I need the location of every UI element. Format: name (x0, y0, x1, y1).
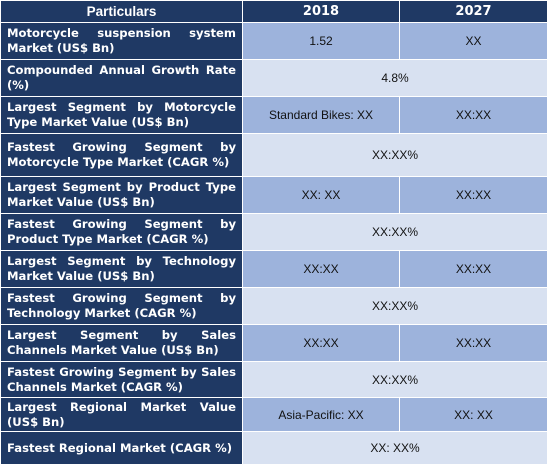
row-label: Fastest Growing Segment by Motorcycle Ty… (0, 133, 243, 177)
value-2018: Asia-Pacific: XX (242, 397, 400, 432)
table-row: Motorcycle suspension system Market (US$… (0, 22, 547, 60)
row-label: Largest Segment by Technology Market Val… (0, 250, 243, 288)
value-2018: 1.52 (242, 22, 400, 60)
merged-value: XX: XX% (242, 431, 547, 465)
value-2027: XX:XX (399, 176, 547, 214)
value-2027: XX: XX (399, 397, 547, 432)
merged-value: XX:XX% (242, 287, 547, 325)
value-2027: XX (399, 22, 547, 60)
row-label: Largest Segment by Motorcycle Type Marke… (0, 96, 243, 134)
header-year-2018: 2018 (242, 0, 400, 23)
table-header-row: Particulars 2018 2027 (0, 0, 547, 23)
row-label: Largest Regional Market Value (US$ Bn) (0, 397, 243, 432)
row-label: Fastest Growing Segment by Technology Ma… (0, 287, 243, 325)
value-2018: XX:XX (242, 250, 400, 288)
table-row: Largest Segment by Product Type Market V… (0, 176, 547, 214)
row-label: Largest Segment by Sales Channels Market… (0, 324, 243, 362)
merged-value: 4.8% (242, 59, 547, 97)
value-2027: XX:XX (399, 250, 547, 288)
table-row: Largest Regional Market Value (US$ Bn) A… (0, 397, 547, 432)
merged-value: XX:XX% (242, 213, 547, 251)
table-row: Largest Segment by Motorcycle Type Marke… (0, 96, 547, 134)
row-label: Motorcycle suspension system Market (US$… (0, 22, 243, 60)
table-row: Largest Segment by Sales Channels Market… (0, 324, 547, 362)
table-row: Fastest Regional Market (CAGR %) XX: XX% (0, 431, 547, 465)
merged-value: XX:XX% (242, 133, 547, 177)
table-row: Fastest Growing Segment by Motorcycle Ty… (0, 133, 547, 177)
merged-value: XX:XX% (242, 361, 547, 398)
table-row: Fastest Growing Segment by Product Type … (0, 213, 547, 251)
value-2018: Standard Bikes: XX (242, 96, 400, 134)
value-2018: XX: XX (242, 176, 400, 214)
value-2027: XX:XX (399, 96, 547, 134)
table-row: Compounded Annual Growth Rate (%) 4.8% (0, 59, 547, 97)
value-2018: XX:XX (242, 324, 400, 362)
header-particulars: Particulars (0, 0, 243, 23)
table-row: Fastest Growing Segment by Sales Channel… (0, 361, 547, 398)
row-label: Fastest Growing Segment by Product Type … (0, 213, 243, 251)
table-row: Largest Segment by Technology Market Val… (0, 250, 547, 288)
value-2027: XX:XX (399, 324, 547, 362)
table-row: Fastest Growing Segment by Technology Ma… (0, 287, 547, 325)
row-label: Fastest Regional Market (CAGR %) (0, 431, 243, 465)
row-label: Largest Segment by Product Type Market V… (0, 176, 243, 214)
header-year-2027: 2027 (399, 0, 547, 23)
row-label: Compounded Annual Growth Rate (%) (0, 59, 243, 97)
row-label: Fastest Growing Segment by Sales Channel… (0, 361, 243, 398)
